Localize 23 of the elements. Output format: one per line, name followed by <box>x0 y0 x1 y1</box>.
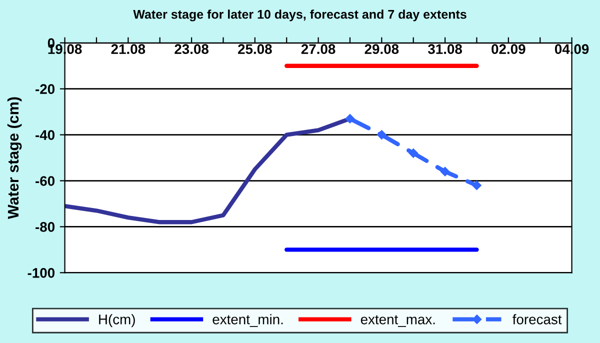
point <box>408 148 418 158</box>
x-tick-label: 31.08 <box>428 44 462 54</box>
point <box>345 114 355 124</box>
y-tick-label: -20 <box>36 84 55 94</box>
y-tick-label: -80 <box>36 222 55 232</box>
y-tick-label: -40 <box>36 130 55 140</box>
x-tick-label: 02.09 <box>492 44 526 54</box>
legend-label: H(cm) <box>99 314 135 328</box>
x-tick-label: 21.08 <box>111 44 146 54</box>
x-tick-label: 25.08 <box>238 44 272 54</box>
point <box>377 130 386 140</box>
y-tick-label: -60 <box>36 176 55 186</box>
y-tick-label: -100 <box>28 268 55 278</box>
y-axis-title: Water stage (cm) <box>7 97 22 220</box>
x-tick-label: 27.08 <box>301 44 336 54</box>
legend-label: forecast <box>512 314 562 324</box>
x-tick-label: 23.08 <box>174 44 209 54</box>
point <box>472 180 482 190</box>
chart-title: Water stage for later 10 days, forecast and 7 day extents <box>133 10 466 22</box>
point <box>440 166 450 176</box>
x-tick-label: 29.08 <box>364 44 399 54</box>
legend-label: extent_min. <box>212 314 283 327</box>
legend-label: extent_max. <box>360 315 435 327</box>
